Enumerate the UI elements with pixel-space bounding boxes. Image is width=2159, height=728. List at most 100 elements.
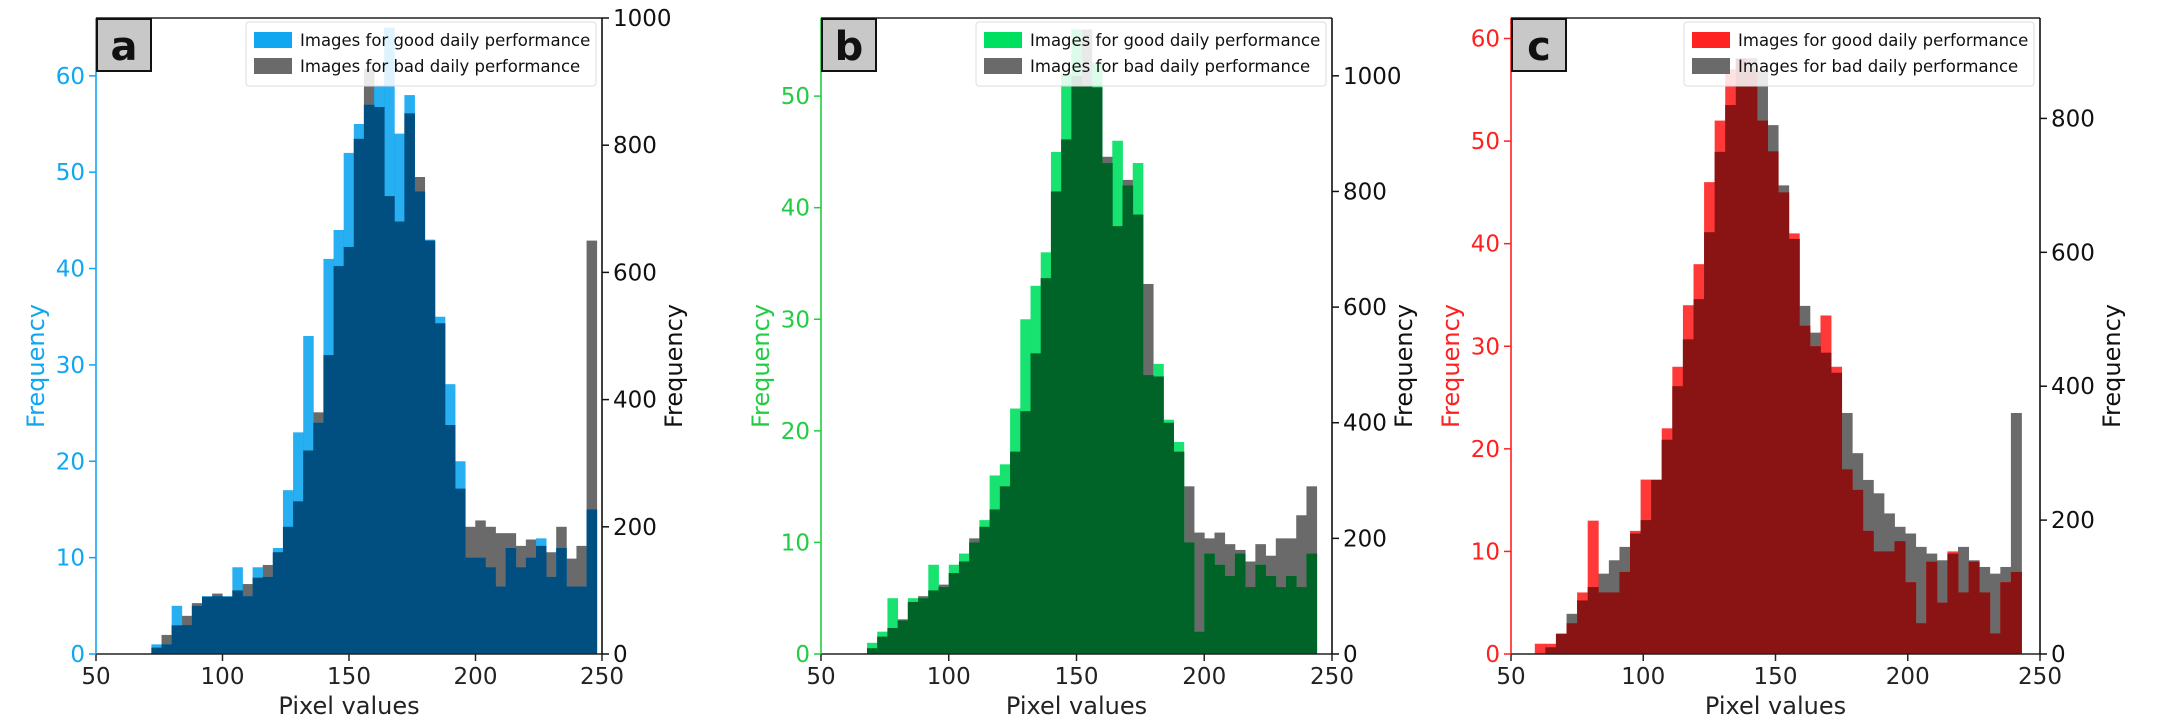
bar-overlap [546, 576, 557, 654]
bar-overlap [1735, 59, 1747, 654]
bar-overlap [363, 104, 375, 655]
bar-overlap [1255, 564, 1266, 654]
y-left-tick-label: 10 [1471, 539, 1500, 565]
bar-overlap [444, 425, 456, 654]
x-axis-label: Pixel values [278, 692, 419, 720]
bar-overlap [455, 488, 466, 654]
bar-overlap [958, 561, 970, 654]
bar-overlap [1091, 87, 1103, 654]
x-tick-label: 100 [1621, 664, 1665, 690]
panel-label: c [1511, 18, 1567, 72]
bar-overlap [877, 636, 888, 654]
legend: Images for good daily performance Images … [245, 21, 597, 87]
panel-label-text: a [111, 24, 138, 70]
bar-overlap [1661, 439, 1673, 654]
bar-overlap [1608, 592, 1620, 654]
series-overlap [1545, 59, 2022, 655]
legend-label: Images for bad daily performance [300, 57, 580, 76]
bar-overlap [2000, 582, 2012, 654]
bar-overlap [1204, 553, 1215, 654]
y-left-tick-label: 60 [56, 64, 85, 90]
bar-overlap [1102, 163, 1113, 655]
bar-overlap [181, 625, 193, 654]
bar-overlap [313, 422, 324, 654]
bar-overlap [999, 486, 1011, 654]
y-left-axis-label: Frequency [1437, 304, 1465, 428]
bar [1194, 532, 1205, 654]
bar-overlap [948, 573, 960, 654]
panel-b: 50 100 150 200 25001020304050020040060080010… [747, 17, 1418, 720]
legend: Images for good daily performance Images … [1683, 21, 2035, 87]
bar-overlap [1809, 346, 1821, 654]
bar-overlap [1555, 633, 1567, 654]
y-left-tick-label: 30 [1471, 334, 1500, 360]
y-right-tick-label: 400 [613, 388, 657, 414]
bar [2010, 412, 2022, 654]
bar-overlap [384, 196, 395, 654]
bar-overlap [1841, 469, 1853, 654]
bar-overlap [222, 596, 233, 654]
bar-overlap [1746, 69, 1758, 655]
bar-overlap [434, 323, 446, 654]
bar-overlap [918, 598, 929, 654]
bar-overlap [1245, 587, 1256, 654]
legend-swatch [1692, 32, 1730, 48]
bar-overlap [535, 545, 547, 654]
bar-overlap [907, 601, 919, 654]
bar-overlap [576, 586, 587, 654]
bar-overlap [938, 587, 950, 654]
legend-swatch [984, 32, 1022, 48]
bar-overlap [1714, 151, 1726, 654]
bar-overlap [1651, 479, 1663, 654]
y-right-tick-label: 0 [1343, 642, 1358, 668]
bar-overlap [1132, 214, 1144, 654]
bar-overlap [404, 113, 415, 654]
x-tick-label: 200 [454, 664, 498, 690]
bar-overlap [1894, 541, 1906, 654]
bar-overlap [566, 586, 577, 654]
x-tick-label: 200 [1182, 664, 1226, 690]
bar-overlap [1947, 553, 1959, 654]
bar-overlap [887, 627, 899, 654]
x-tick-label: 200 [1886, 664, 1930, 690]
bar-overlap [525, 557, 537, 654]
bar-overlap [1020, 411, 1031, 654]
panel-label: b [821, 18, 877, 72]
bar-overlap [1275, 587, 1287, 654]
bar-overlap [262, 576, 274, 654]
bar-overlap [465, 557, 476, 654]
y-right-tick-label: 400 [1343, 411, 1387, 437]
bar-overlap [495, 586, 507, 654]
bar-overlap [485, 567, 496, 654]
bar-overlap [1693, 299, 1705, 654]
x-tick-label: 100 [201, 664, 245, 690]
y-right-axis-label: Frequency [660, 304, 688, 428]
panel-c: 50 100 150 200 25001020304050600200400600800… [1437, 17, 2126, 720]
bar-overlap [1010, 451, 1021, 654]
x-axis-label: Pixel values [1705, 692, 1846, 720]
bar [887, 598, 899, 654]
bar-overlap [323, 355, 334, 654]
bar-overlap [928, 590, 939, 654]
y-left-tick-label: 0 [70, 642, 85, 668]
bar-overlap [1577, 600, 1589, 654]
bar-overlap [969, 542, 980, 654]
x-tick-label: 50 [806, 664, 835, 690]
bar [1534, 643, 1546, 654]
bar-overlap [343, 246, 355, 654]
bar-overlap [989, 509, 1001, 654]
bar-overlap [1234, 553, 1246, 654]
legend: Images for good daily performance Images … [975, 21, 1327, 87]
bar-overlap [1619, 571, 1631, 654]
panel-label-box [1511, 18, 1567, 72]
x-tick-label: 250 [2018, 664, 2062, 690]
bar-overlap [1214, 564, 1226, 654]
bar-overlap [374, 107, 385, 655]
y-right-tick-label: 400 [2051, 374, 2095, 400]
y-left-tick-label: 40 [781, 196, 810, 222]
y-left-tick-label: 60 [1471, 27, 1500, 53]
bar-overlap [1979, 592, 1991, 654]
y-right-tick-label: 1000 [613, 6, 672, 32]
bar-overlap [1788, 238, 1800, 654]
